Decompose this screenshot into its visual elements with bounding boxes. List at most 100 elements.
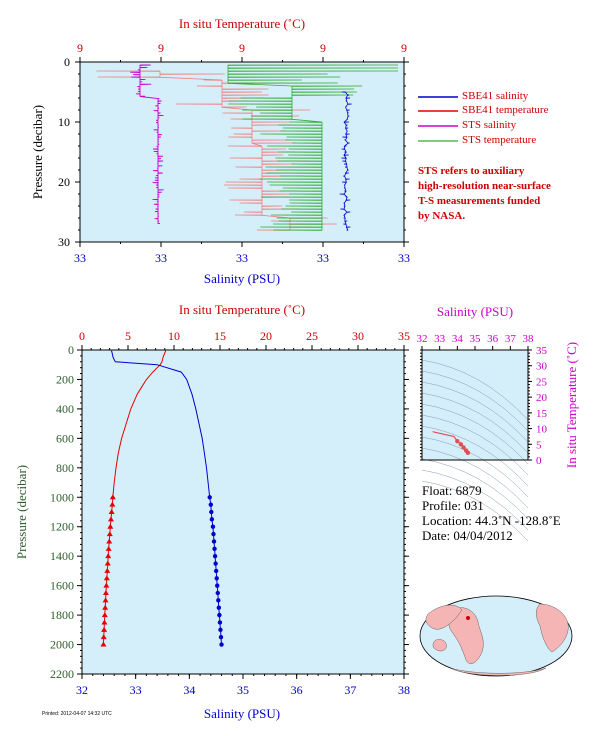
profile-plot-area [82, 350, 404, 674]
pressure-axis-tick-label: 0 [68, 343, 74, 357]
salinity-point [216, 605, 222, 610]
temperature-axis-tick-label: 20 [260, 329, 272, 343]
sts-salinity-trace [130, 64, 164, 225]
salinity-point [211, 531, 216, 537]
salinity-point [210, 524, 216, 529]
map-float-location-marker [466, 616, 470, 620]
temperature-point [106, 538, 113, 544]
ts-temperature-tick-label: 25 [536, 376, 548, 388]
salinity-point [218, 634, 224, 640]
sts-note-line: high-resolution near-surface [418, 180, 551, 192]
temperature-axis-tick-label: 0 [79, 329, 85, 343]
ts-density-contour [421, 403, 529, 465]
ts-density-contour [421, 392, 529, 454]
ts-salinity-tick-label: 34 [452, 333, 464, 345]
salinity-point [213, 561, 218, 566]
ts-temperature-tick-label: 15 [536, 408, 548, 420]
ts-salinity-tick-label: 38 [523, 333, 535, 345]
temperature-point [108, 509, 115, 514]
salinity-point [214, 576, 219, 581]
top-axis-tick-label: 9 [401, 41, 407, 55]
salinity-point [212, 553, 218, 559]
salinity-point [215, 583, 220, 588]
salinity-axis-tick-label: 38 [398, 683, 410, 697]
near-surface-top-axis-title: In situ Temperature (˚C) [179, 16, 305, 31]
ts-diagram-panel: 32 33 34 35 36 37 38 0 5 10 15 20 25 30 35 Salinity (P… [417, 304, 579, 542]
float-location: Location: 44.3˚N -128.8˚E [422, 513, 561, 528]
salinity-point [216, 598, 221, 603]
ts-temperature-tick-label: 30 [536, 361, 548, 373]
salinity-point [218, 627, 223, 633]
ts-temperature-tick-label: 20 [536, 392, 548, 404]
map-landmass-australia [432, 639, 447, 652]
ts-density-contour [421, 359, 529, 421]
temperature-point [101, 619, 108, 625]
temperature-point [105, 545, 112, 551]
temperature-axis-tick-label: 35 [398, 329, 410, 343]
temperature-point [103, 575, 110, 581]
top-axis-tick-label: 9 [320, 41, 326, 55]
legend-label-sts-salinity: STS salinity [462, 119, 517, 131]
temperature-point [100, 634, 107, 640]
pressure-axis-tick-label: 200 [56, 372, 74, 386]
salinity-axis-tick-label: 34 [183, 683, 195, 697]
ts-salinity-tick-label: 33 [434, 333, 446, 345]
pressure-axis-tick-label: 400 [56, 402, 74, 416]
sts-temperature-trace [227, 64, 399, 231]
temperature-axis-tick-label: 15 [214, 329, 226, 343]
ts-density-contour [421, 414, 529, 476]
salinity-point [207, 495, 212, 500]
y-axis-tick-label: 20 [58, 175, 70, 189]
bottom-axis-tick-label: 33 [74, 251, 86, 265]
salinity-axis-tick-label: 36 [291, 683, 303, 697]
location-map [419, 595, 573, 677]
ts-density-contour [421, 381, 529, 443]
temperature-point [100, 641, 107, 647]
pressure-axis-tick-label: 1600 [50, 579, 74, 593]
ts-top-axis-title: Salinity (PSU) [437, 304, 513, 319]
salinity-point [213, 568, 219, 574]
salinity-point [219, 642, 224, 647]
float-id: Float: 6879 [422, 483, 482, 498]
sts-temperature-fill-trace [96, 70, 337, 231]
near-surface-plot-content [96, 64, 399, 231]
ts-salinity-tick-label: 32 [417, 333, 428, 345]
ts-point [465, 450, 471, 455]
top-axis-tick-label: 9 [158, 41, 164, 55]
profile-y-axis-title: Pressure (decibar) [14, 465, 29, 559]
temperature-point [104, 560, 111, 566]
temperature-point [101, 612, 108, 618]
y-axis-tick-label: 0 [64, 55, 70, 69]
ts-density-contour [421, 480, 529, 542]
profile-date: Date: 04/04/2012 [422, 528, 513, 543]
y-axis-tick-label: 10 [58, 115, 70, 129]
salinity-axis-tick-label: 37 [344, 683, 356, 697]
ts-salinity-tick-label: 37 [505, 333, 517, 345]
sts-note: STS refers to auxiliary high-resolution … [418, 164, 551, 224]
ts-plot-content [421, 359, 529, 542]
salinity-point [217, 612, 222, 618]
footer-stamp: Printed: 2012-04-07 14:32 UTC [42, 711, 112, 717]
pressure-axis-tick-label: 800 [56, 461, 74, 475]
temperature-point [107, 516, 114, 522]
ts-salinity-tick-label: 36 [487, 333, 499, 345]
temperature-axis-tick-label: 10 [168, 329, 180, 343]
temperature-point [105, 553, 112, 559]
ts-point [455, 438, 460, 444]
ts-density-contour [421, 425, 529, 487]
top-axis-tick-label: 9 [239, 41, 245, 55]
legend-label-sbe41-salinity: SBE41 salinity [462, 90, 529, 102]
profile-number: Profile: 031 [422, 498, 484, 513]
bottom-axis-tick-label: 33 [398, 251, 410, 265]
profile-bottom-axis-title: Salinity (PSU) [204, 706, 280, 721]
near-surface-panel: 9 33 9 33 9 33 9 33 9 33 0 10 20 30 In situ Temperatu… [30, 16, 410, 286]
ts-density-contour [421, 458, 529, 520]
legend-label-sts-temperature: STS temperature [462, 134, 537, 146]
ts-temperature-tick-label: 10 [536, 424, 548, 436]
temperature-point [106, 531, 113, 537]
sbe-salinity-near-surface-trace [339, 91, 352, 231]
temperature-axis-tick-label: 30 [352, 329, 364, 343]
pressure-axis-tick-label: 1200 [50, 520, 74, 534]
ts-point [458, 442, 464, 447]
